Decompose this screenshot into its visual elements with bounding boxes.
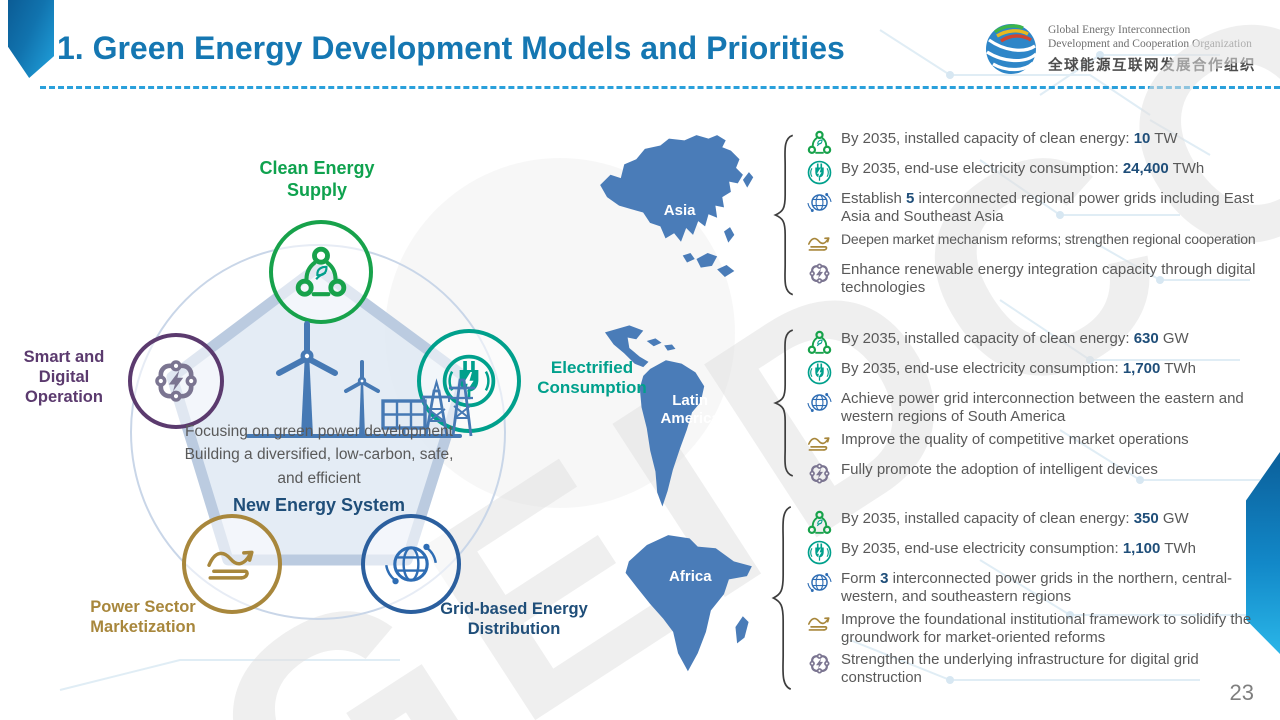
bullet-text: Strengthen the underlying infrastructure… <box>841 651 1199 687</box>
bullet-text: By 2035, end-use electricity consumption… <box>841 540 1196 557</box>
globe-logo-icon <box>986 24 1038 74</box>
bullet-item: Form 3 interconnected power grids in the… <box>806 570 1276 607</box>
bullet-text: By 2035, installed capacity of clean ene… <box>841 130 1178 147</box>
bullet-item: By 2035, installed capacity of clean ene… <box>806 130 1278 156</box>
page-title: 1. Green Energy Development Models and P… <box>57 30 845 66</box>
electrified-icon <box>806 359 833 386</box>
bullet-item: By 2035, end-use electricity consumption… <box>806 160 1278 186</box>
organization-logo: Global Energy Interconnection Developmen… <box>983 20 1256 76</box>
bullet-item: Enhance renewable energy integration cap… <box>806 261 1278 298</box>
bullet-text: Improve the foundational institutional f… <box>841 610 1252 646</box>
bullet-item: By 2035, installed capacity of clean ene… <box>806 510 1276 536</box>
center-text-line1: Focusing on green power development <box>185 423 453 440</box>
label-clean-energy-supply: Clean Energy Supply <box>259 158 375 200</box>
bullet-item: Fully promote the adoption of intelligen… <box>806 461 1276 487</box>
digital-icon <box>806 460 833 487</box>
center-text-line2: Building a diversified, low-carbon, safe… <box>184 446 454 464</box>
grid-icon <box>806 189 833 216</box>
bullet-text: Deepen market mechanism reforms; strengt… <box>841 230 1256 247</box>
label-smart-digital-operation: Smart and Digital Operation <box>23 348 105 406</box>
electrified-icon <box>806 539 833 566</box>
bullet-item: Improve the quality of competitive marke… <box>806 431 1276 457</box>
region-name-latin-america: Latin America <box>660 392 720 427</box>
center-text-line4: New Energy System <box>232 494 406 515</box>
latin-america-map: Latin America <box>598 316 746 528</box>
diagram-center-text: Focusing on green power development Buil… <box>158 420 480 519</box>
bullet-text: Fully promote the adoption of intelligen… <box>841 460 1158 478</box>
bullet-text: By 2035, installed capacity of clean ene… <box>841 510 1189 527</box>
node-clean-energy-supply <box>269 220 373 324</box>
clean-energy-icon <box>806 329 833 356</box>
africa-bullet-list: By 2035, installed capacity of clean ene… <box>806 510 1276 688</box>
node-smart-digital-operation <box>128 333 224 429</box>
label-power-sector-marketization: Power Sector Marketization <box>90 598 196 636</box>
market-icon <box>806 610 833 637</box>
bullet-text: Form 3 interconnected power grids in the… <box>841 570 1233 606</box>
latin-america-brace <box>770 327 796 479</box>
clean-energy-icon <box>806 129 833 156</box>
bullet-item: Improve the foundational institutional f… <box>806 611 1276 648</box>
asia-map: Asia <box>595 130 767 302</box>
logo-text-en-1: Global Energy Interconnection <box>1048 24 1191 36</box>
logo-text-en-2: Development and Cooperation Organization <box>1048 38 1252 51</box>
clean-energy-icon <box>806 509 833 536</box>
digital-icon <box>806 650 833 677</box>
market-icon <box>806 430 833 457</box>
bullet-item: Establish 5 interconnected regional powe… <box>806 190 1278 227</box>
logo-text-cn: 全球能源互联网发展合作组织 <box>1048 57 1256 74</box>
bullet-text: Improve the quality of competitive marke… <box>841 430 1189 448</box>
bullet-text: By 2035, end-use electricity consumption… <box>841 160 1205 177</box>
digital-icon <box>148 353 204 409</box>
bullet-item: Strengthen the underlying infrastructure… <box>806 651 1276 688</box>
grid-icon <box>806 569 833 596</box>
electrified-icon <box>806 159 833 186</box>
label-grid-based-distribution: Grid-based Energy Distribution <box>440 600 588 638</box>
region-name-asia: Asia <box>663 202 696 220</box>
region-name-africa: Africa <box>669 567 712 585</box>
asia-bullet-list: By 2035, installed capacity of clean ene… <box>806 130 1278 297</box>
grid-icon <box>806 389 833 416</box>
africa-brace <box>768 503 794 693</box>
bullet-text: Achieve power grid interconnection betwe… <box>841 390 1244 426</box>
bullet-item: By 2035, end-use electricity consumption… <box>806 360 1276 386</box>
market-icon <box>806 230 833 257</box>
bullet-text: By 2035, end-use electricity consumption… <box>841 360 1196 377</box>
center-text-line3: and efficient <box>277 469 361 487</box>
bullet-text: Establish 5 interconnected regional powe… <box>841 190 1254 226</box>
bullet-item: Achieve power grid interconnection betwe… <box>806 390 1276 427</box>
power-infrastructure-illustration <box>246 321 475 438</box>
asia-brace <box>770 132 796 298</box>
bullet-item: By 2035, end-use electricity consumption… <box>806 540 1276 566</box>
bullet-text: By 2035, installed capacity of clean ene… <box>841 330 1189 347</box>
node-grid-based-distribution <box>361 514 461 614</box>
node-power-sector-marketization <box>182 514 282 614</box>
latin-america-bullet-list: By 2035, installed capacity of clean ene… <box>806 330 1276 487</box>
clean-energy-icon <box>292 243 350 301</box>
title-divider <box>40 86 1280 89</box>
digital-icon <box>806 260 833 287</box>
africa-map: Africa <box>610 522 774 686</box>
market-icon <box>203 535 261 593</box>
bullet-item: Deepen market mechanism reforms; strengt… <box>806 231 1278 257</box>
bullet-item: By 2035, installed capacity of clean ene… <box>806 330 1276 356</box>
bullet-text: Enhance renewable energy integration cap… <box>841 260 1256 296</box>
label-electrified-consumption: Electrified Consumption <box>537 358 647 398</box>
grid-icon <box>382 535 440 593</box>
page-number: 23 <box>1229 680 1254 705</box>
